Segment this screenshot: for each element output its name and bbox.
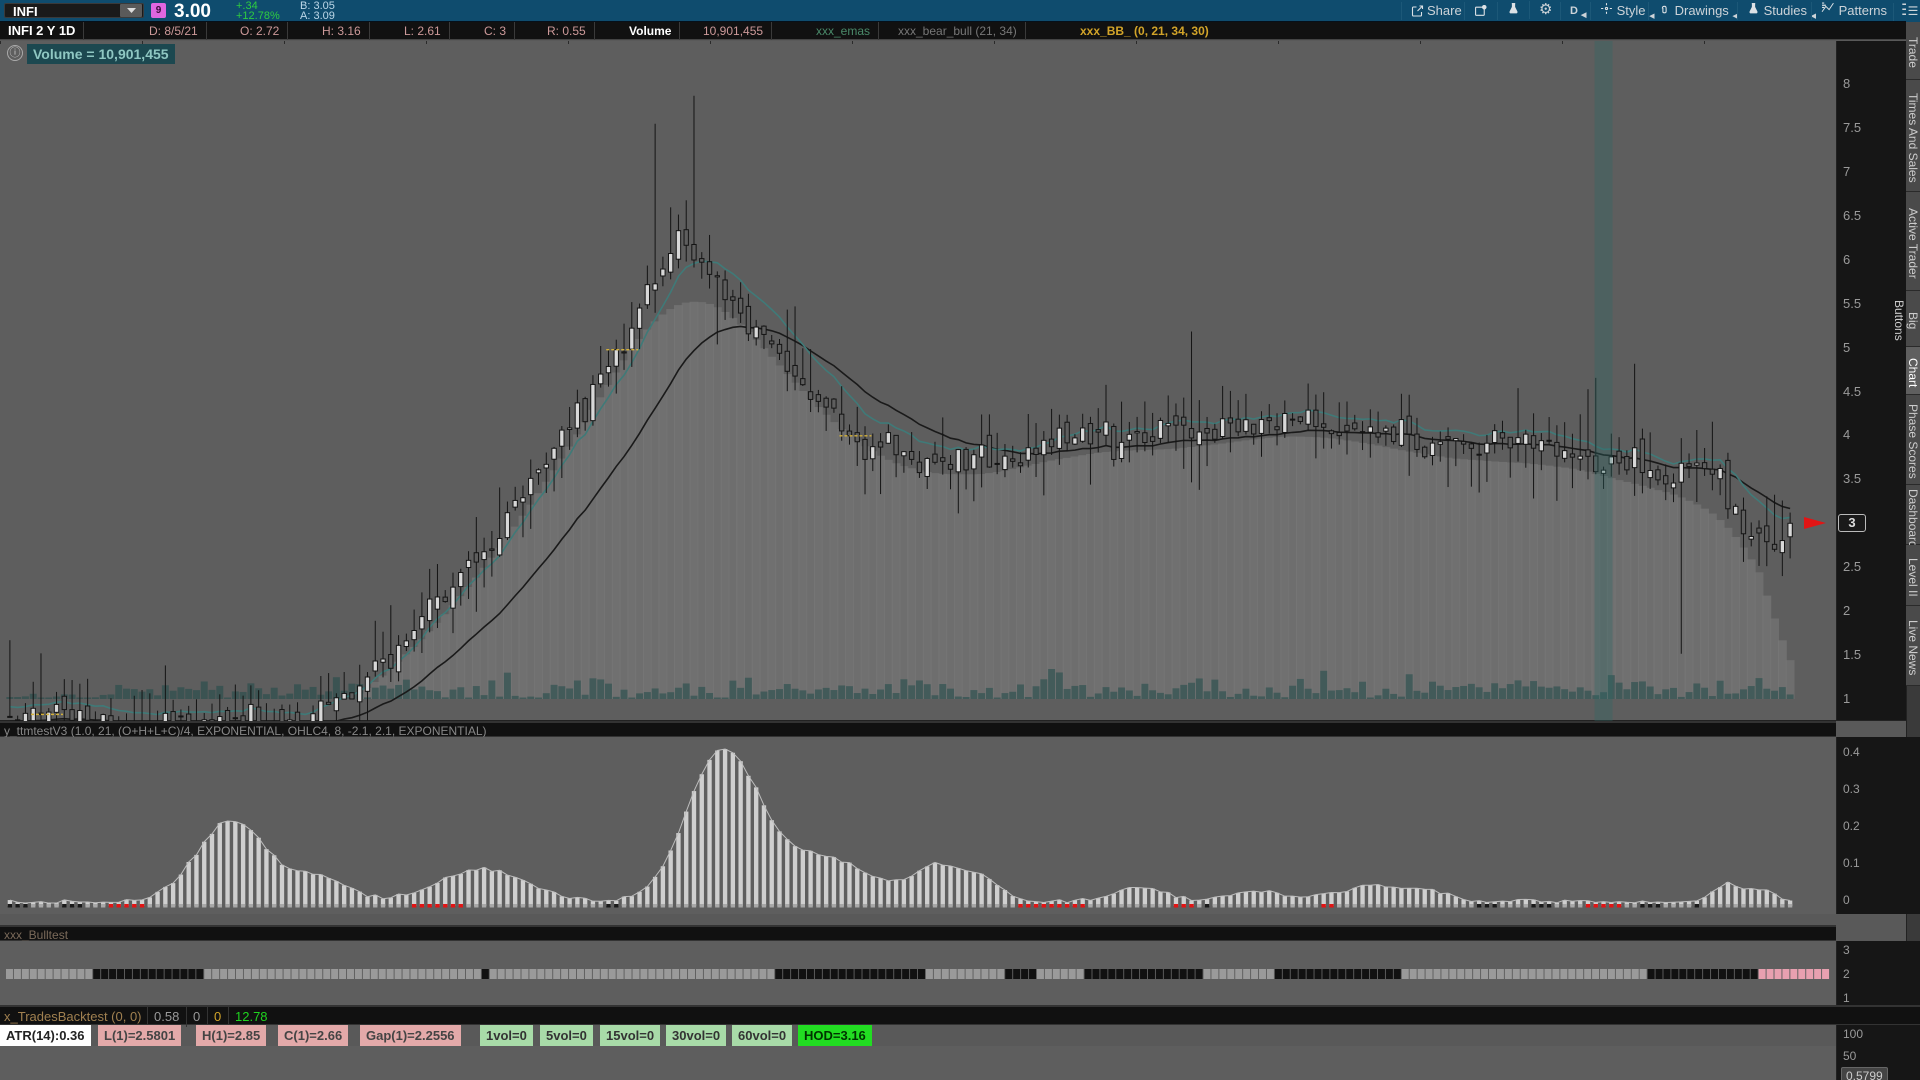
svg-text:!: ! — [1484, 6, 1485, 10]
